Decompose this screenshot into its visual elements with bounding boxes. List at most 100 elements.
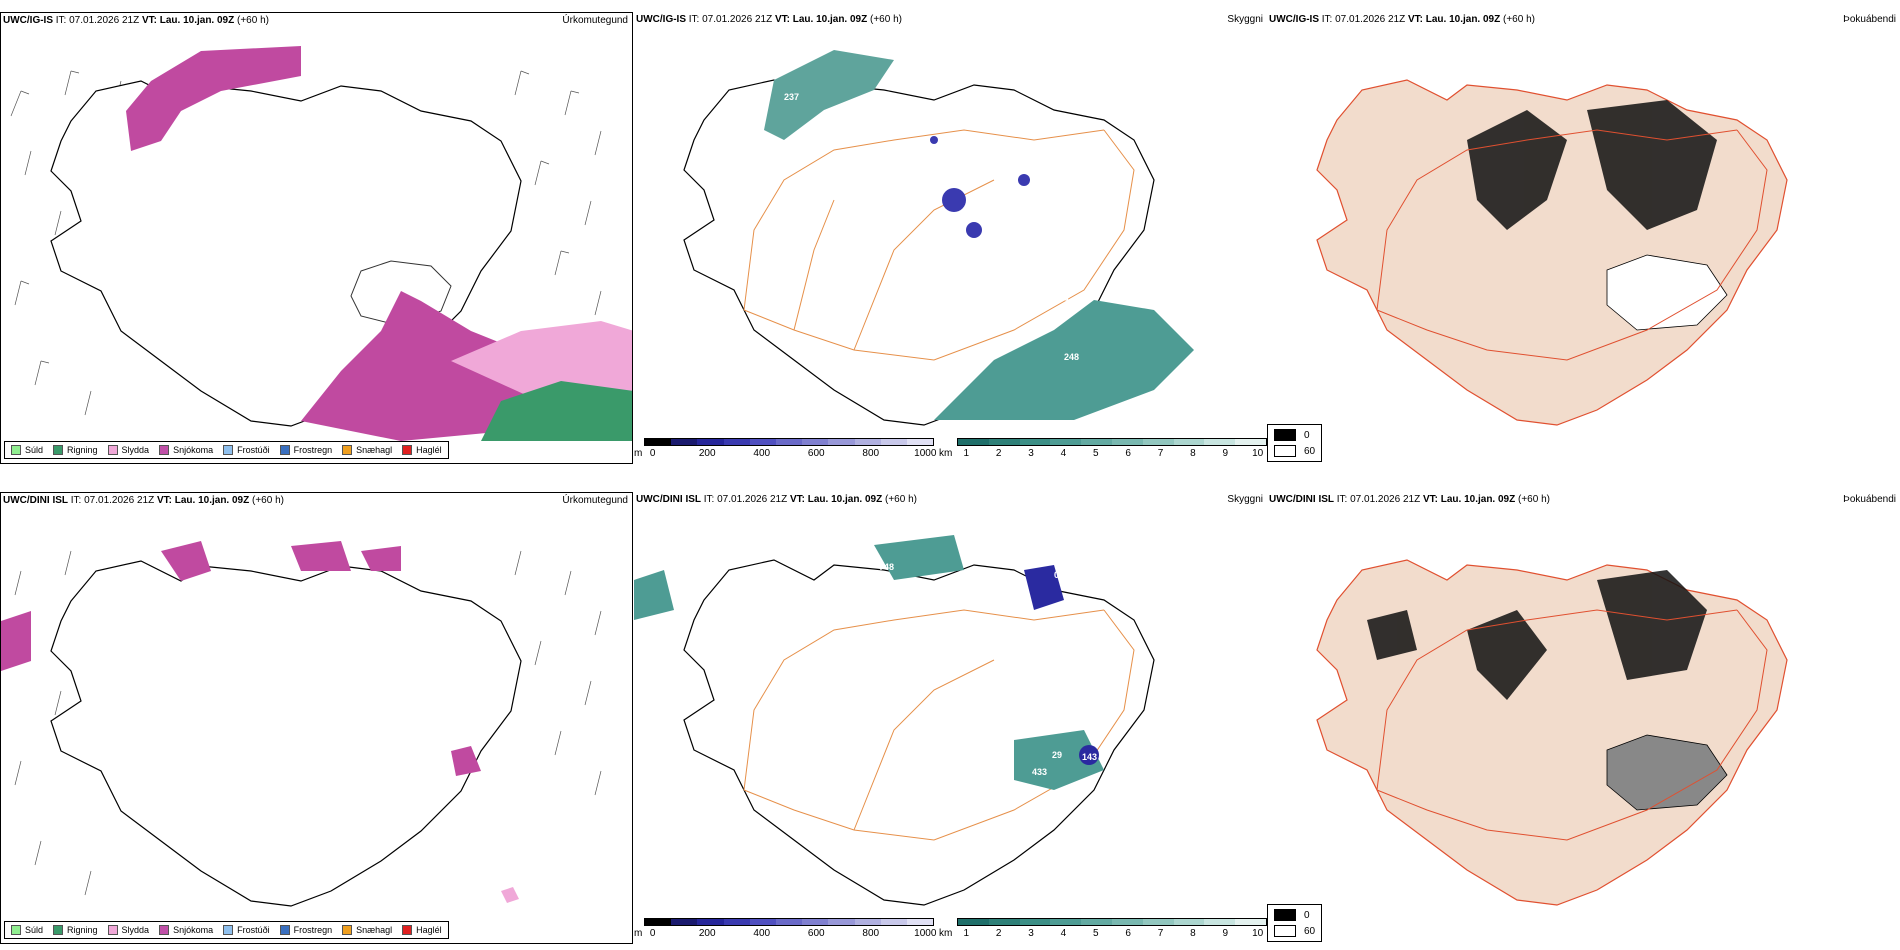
- colorbar-segment: [645, 919, 672, 925]
- colorbar-tick: 4: [1060, 448, 1067, 459]
- colorbar-tick: 10: [1252, 448, 1264, 459]
- value-labels: 296 248 312 574 101 237 10: [754, 92, 1129, 430]
- colorbar-segment: [802, 439, 829, 445]
- vis-area-nw: [764, 50, 894, 140]
- colorbar-tick: 0: [649, 448, 656, 459]
- colorbar-segment: [1204, 439, 1236, 445]
- colorbar-segment: [1142, 919, 1174, 925]
- low-visibility-areas: [634, 535, 1104, 790]
- legend-item: Frostúði: [223, 445, 270, 455]
- road-network: [743, 129, 1135, 361]
- map-label: 574: [1054, 294, 1069, 304]
- legend-item: Frostregn: [279, 445, 333, 455]
- legend-swatch: [107, 445, 118, 455]
- colorbar-segment: [880, 439, 907, 445]
- precip-legend: Súld Rigning Slydda Snjókoma Frostúði Frostre…: [4, 441, 449, 459]
- visibility-unit: km: [939, 928, 953, 939]
- legend-swatch: [279, 445, 290, 455]
- fog-legend-label: 0: [1304, 429, 1310, 441]
- colorbar-tick: 600: [807, 928, 825, 939]
- panel-header: UWC/DINI ISL IT: 07.01.2026 21Z VT: Lau.…: [636, 492, 1263, 508]
- colorbar-segment: [958, 919, 989, 925]
- legend-item: Rigning: [53, 925, 98, 935]
- panel-header: UWC/IG-IS IT: 07.01.2026 21Z VT: Lau. 10…: [3, 13, 628, 29]
- colorbar-segment: [723, 919, 750, 925]
- colorbar-segment: [723, 439, 750, 445]
- fog-legend-label: 60: [1304, 445, 1316, 457]
- colorbar-segment: [671, 919, 698, 925]
- fog-legend: 0 60: [1267, 424, 1323, 462]
- legend-swatch: [53, 445, 64, 455]
- colorbar-tick: 8: [1190, 928, 1196, 939]
- iceland-coastline: [50, 560, 522, 907]
- fog-legend-swatch: [1274, 429, 1296, 441]
- cloud-base-colorbar: m 0 200 400 600 800 1000: [634, 438, 936, 462]
- colorbar-tick: 400: [753, 928, 771, 939]
- fog-panel-bottom: UWC/DINI ISL IT: 07.01.2026 21Z VT: Lau.…: [1267, 492, 1900, 944]
- colorbar-tick: 6: [1125, 928, 1131, 939]
- fog-legend-row: 60: [1274, 445, 1315, 457]
- legend-label: Súld: [25, 925, 44, 935]
- legend-label: Súld: [25, 445, 44, 455]
- precip-type-map: [10, 46, 632, 441]
- legend-swatch: [107, 925, 118, 935]
- legend-swatch: [223, 925, 234, 935]
- map-label: 29: [1052, 750, 1062, 760]
- legend-item: Slydda: [107, 445, 150, 455]
- colorbar-tick: 600: [807, 448, 825, 459]
- fog-map: [1316, 79, 1788, 426]
- glacier-vatnajokull: [350, 260, 452, 327]
- road-network: [1376, 129, 1768, 361]
- legend-item: Snjókoma: [159, 445, 213, 455]
- legend-label: Slydda: [121, 445, 150, 455]
- legend-item: Súld: [11, 925, 43, 935]
- colorbar-segment: [1050, 439, 1082, 445]
- fog-legend-swatch: [1274, 909, 1296, 921]
- panel-title: Úrkomutegund: [562, 15, 628, 26]
- colorbar-segment: [775, 919, 803, 925]
- fog-legend-swatch: [1274, 445, 1296, 457]
- fog-legend: 0 60: [1267, 904, 1323, 942]
- colorbar-segment: [1081, 439, 1112, 445]
- colorbar-tick: 3: [1028, 928, 1034, 939]
- colorbar-tick: 5: [1093, 928, 1099, 939]
- legend-item: Haglél: [402, 445, 442, 455]
- legend-swatch: [342, 925, 353, 935]
- legend-label: Snæhagl: [356, 925, 393, 935]
- colorbar-tick: 6: [1125, 448, 1131, 459]
- visibility-colorbar: km 1 2 3 4 5 6 7 8 9 10: [939, 438, 1267, 462]
- colorbar-segment: [906, 439, 934, 445]
- colorbar-segment: [1019, 439, 1051, 445]
- map-label: 237: [784, 92, 799, 102]
- legend-label: Frostregn: [293, 445, 333, 455]
- legend-item: Frostúði: [223, 925, 270, 935]
- legend-label: Slydda: [121, 925, 150, 935]
- colorbar-segment: [749, 439, 776, 445]
- fog-map: [1316, 559, 1788, 906]
- visibility-colorbar: km 1 2 3 4 5 6 7 8 9 10: [939, 918, 1267, 942]
- colorbar-segment: [988, 439, 1020, 445]
- cloud-base-unit: m: [634, 928, 643, 939]
- precip-type-panel-bottom: UWC/DINI ISL IT: 07.01.2026 21Z VT: Lau.…: [0, 492, 633, 944]
- colorbar-tick: 2: [995, 448, 1002, 459]
- snow-area-se: [301, 291, 561, 441]
- low-cloud-spots: [1024, 565, 1099, 765]
- legend-label: Snjókoma: [173, 925, 214, 935]
- colorbar-segment: [988, 919, 1020, 925]
- colorbar-segment: [1019, 919, 1051, 925]
- legend-item: Slydda: [107, 925, 150, 935]
- snow-area-nw: [126, 46, 301, 151]
- map-label: 143: [1082, 752, 1097, 762]
- colorbar-segment: [1081, 919, 1112, 925]
- map-label: 296: [774, 150, 789, 160]
- colorbar-tick: 4: [1060, 928, 1067, 939]
- visibility-map: 296 248 312 574 101 237 10: [683, 50, 1194, 430]
- colorbar-segment: [1173, 919, 1205, 925]
- legend-item: Rigning: [53, 445, 98, 455]
- wind-barbs: [10, 70, 602, 416]
- colorbar-tick: 0: [649, 928, 656, 939]
- colorbar-tick: 7: [1157, 448, 1164, 459]
- colorbar-tick: 1: [963, 448, 970, 459]
- colorbar-segment: [775, 439, 803, 445]
- colorbar-segment: [958, 439, 989, 445]
